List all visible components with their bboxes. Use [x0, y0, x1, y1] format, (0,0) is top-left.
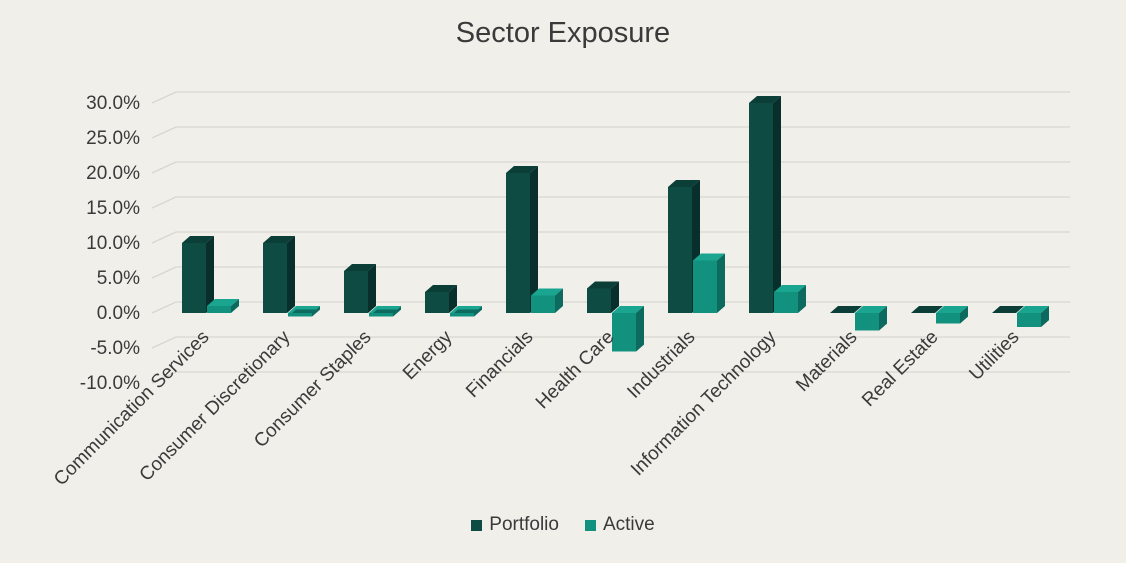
bar-active-utilities-top: [1017, 306, 1049, 313]
bar-active-consumer-staples: [369, 313, 393, 317]
bar-active-industrials: [693, 260, 717, 313]
y-axis-label: 30.0%: [86, 93, 140, 114]
bar-active-consumer-discretionary: [288, 313, 312, 317]
bar-active-health-care-side: [636, 306, 644, 352]
bar-portfolio-information-technology-top: [749, 96, 781, 103]
bar-active-information-technology-top: [774, 285, 806, 292]
bar-portfolio-industrials: [668, 187, 692, 313]
legend-label-portfolio: Portfolio: [489, 514, 559, 535]
y-axis-label: 15.0%: [86, 198, 140, 219]
bar-active-industrials-side: [717, 253, 725, 313]
bar-active-information-technology-side: [798, 285, 806, 313]
category-label-real-estate: Real Estate: [858, 327, 942, 411]
category-label-utilities: Utilities: [965, 327, 1023, 385]
bar-active-information-technology: [774, 292, 798, 313]
bar-portfolio-communication-services-top: [182, 236, 214, 243]
bar-active-communication-services-top: [207, 299, 239, 306]
bar-active-real-estate: [936, 313, 960, 324]
gridline: [151, 161, 1070, 174]
bar-portfolio-materials-top: [830, 306, 862, 313]
bar-portfolio-financials: [506, 173, 530, 313]
chart-title: Sector Exposure: [455, 17, 671, 49]
bar-portfolio-information-technology: [749, 103, 773, 313]
legend-item-active: Active: [584, 514, 655, 536]
bar-portfolio-financials-top: [506, 166, 538, 173]
bar-portfolio-health-care-side: [611, 281, 619, 313]
bar-active-real-estate-top: [936, 306, 968, 313]
bar-active-financials-top: [531, 288, 563, 296]
bar-portfolio-utilities-top: [992, 306, 1024, 313]
category-label-consumer-discretionary: Consumer Discretionary: [136, 326, 295, 485]
bar-active-materials: [855, 313, 879, 331]
gridline: [151, 336, 1070, 349]
bar-portfolio-communication-services-side: [206, 236, 214, 313]
bar-portfolio-consumer-staples-top: [344, 264, 376, 271]
legend-label-active: Active: [602, 514, 655, 535]
y-axis-label: 20.0%: [86, 163, 140, 184]
bar-active-health-care: [612, 313, 636, 352]
y-axis-label: 5.0%: [97, 268, 140, 289]
bar-portfolio-consumer-discretionary: [263, 243, 287, 313]
bar-active-utilities: [1017, 313, 1041, 327]
bar-active-materials-top: [855, 306, 887, 313]
bar-portfolio-health-care-top: [587, 281, 619, 289]
bar-active-health-care-top: [612, 306, 644, 313]
bar-portfolio-real-estate-top: [911, 306, 943, 313]
y-axis-label: 0.0%: [97, 303, 140, 324]
bar-portfolio-consumer-discretionary-side: [287, 236, 295, 313]
category-label-information-technology: Information Technology: [627, 326, 781, 480]
bar-portfolio-consumer-discretionary-top: [263, 236, 295, 243]
bar-portfolio-consumer-staples-side: [368, 264, 376, 313]
bar-active-energy: [450, 313, 474, 317]
bar-portfolio-energy-top: [425, 285, 457, 292]
bar-active-financials: [531, 295, 555, 313]
gridline: [151, 196, 1070, 209]
bar-active-communication-services: [207, 306, 231, 313]
y-axis-label: -10.0%: [80, 373, 140, 394]
legend-swatch-portfolio: [471, 519, 483, 531]
y-axis-label: 10.0%: [86, 233, 140, 254]
y-axis-label: -5.0%: [90, 338, 140, 359]
bar-portfolio-energy: [425, 292, 449, 313]
bar-active-communication-services-side: [231, 299, 239, 313]
category-label-energy: Energy: [399, 326, 457, 384]
bar-portfolio-financials-side: [530, 166, 538, 313]
legend: Portfolio Active: [0, 514, 1126, 536]
bar-portfolio-energy-side: [449, 285, 457, 313]
y-axis-label: 25.0%: [86, 128, 140, 149]
bar-active-industrials-top: [693, 253, 725, 261]
bar-active-financials-side: [555, 288, 563, 313]
gridline: [151, 371, 1070, 384]
gridline: [151, 126, 1070, 139]
bar-portfolio-industrials-top: [668, 180, 700, 187]
gridline: [151, 91, 1070, 104]
bar-portfolio-communication-services: [182, 243, 206, 313]
category-label-health-care: Health Care: [532, 327, 619, 414]
legend-swatch-active: [584, 519, 596, 531]
bar-portfolio-health-care: [587, 288, 611, 313]
legend-item-portfolio: Portfolio: [471, 514, 559, 536]
bar-portfolio-information-technology-side: [773, 96, 781, 313]
bar-portfolio-consumer-staples: [344, 271, 368, 313]
category-label-financials: Financials: [462, 327, 537, 402]
